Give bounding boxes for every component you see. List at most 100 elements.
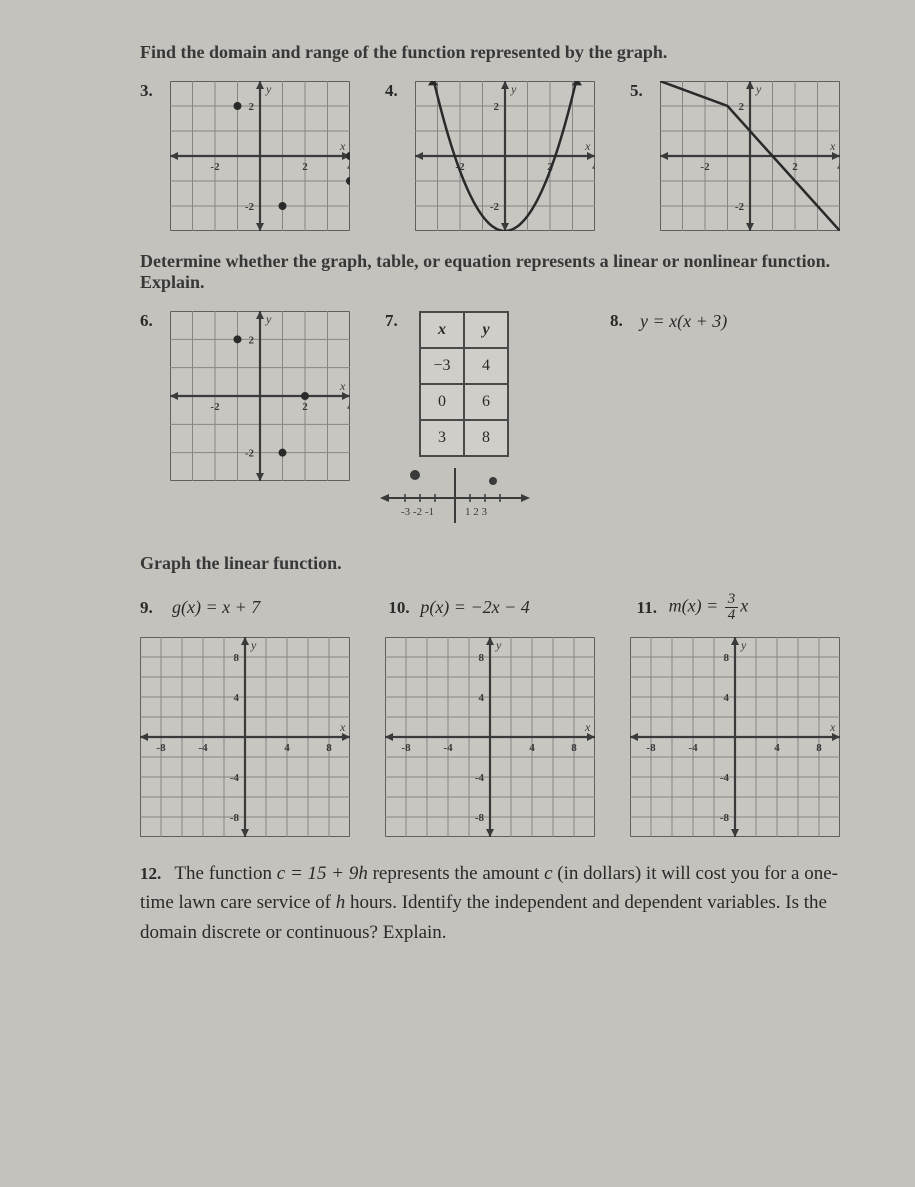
graph-9: -8-44884-4-8xy: [140, 637, 350, 837]
svg-text:x: x: [829, 720, 836, 734]
svg-text:x: x: [339, 139, 346, 153]
eq-part: x: [740, 596, 748, 616]
table-cell: 8: [464, 420, 508, 456]
sketch-numberline: -3 -2 -1 1 2 3: [375, 463, 535, 533]
eq-part: (x + 3): [677, 311, 727, 331]
graph-5: -2 2 4 2 -2 x y: [660, 81, 840, 231]
problem-number: 4.: [385, 81, 407, 101]
svg-text:-8: -8: [156, 742, 166, 754]
problem-6: 6. -2242-2xy: [140, 311, 350, 481]
table-cell: 6: [464, 384, 508, 420]
svg-text:-8: -8: [720, 812, 730, 824]
problem-11: 11. m(x) = 34x: [637, 592, 855, 623]
svg-text:4: 4: [284, 742, 290, 754]
svg-text:-4: -4: [198, 742, 208, 754]
svg-text:-2: -2: [490, 201, 500, 213]
svg-text:8: 8: [479, 652, 485, 664]
instruction-c: Graph the linear function.: [140, 553, 855, 574]
svg-text:8: 8: [724, 652, 730, 664]
svg-text:2: 2: [739, 101, 745, 113]
svg-text:2: 2: [494, 101, 500, 113]
svg-text:y: y: [495, 638, 502, 652]
svg-text:4: 4: [529, 742, 535, 754]
svg-text:4: 4: [774, 742, 780, 754]
svg-text:-3 -2 -1: -3 -2 -1: [401, 506, 434, 518]
text: represents the amount: [373, 863, 544, 884]
problem-number: 9.: [140, 598, 162, 618]
svg-text:y: y: [265, 312, 272, 326]
var: h: [336, 892, 346, 913]
problem-number: 6.: [140, 311, 162, 331]
text: The function: [174, 863, 276, 884]
problem-number: 7.: [385, 311, 407, 331]
svg-text:2: 2: [302, 161, 308, 173]
row-9-10-11-grids: -8-44884-4-8xy -8-44884-4-8xy -8-44884-4…: [140, 637, 855, 837]
graph-10: -8-44884-4-8xy: [385, 637, 595, 837]
row-6-7-8: 6. -2242-2xy 7. xy −34 06 38 -3 -2 -1: [140, 311, 855, 533]
equation-8: y = x(x + 3): [640, 311, 727, 332]
svg-text:-2: -2: [700, 161, 710, 173]
svg-text:y: y: [740, 638, 747, 652]
var: c: [544, 863, 552, 884]
problem-number: 10.: [388, 598, 410, 618]
problem-3: 3. -2242-2xy: [140, 81, 350, 231]
svg-text:y: y: [510, 82, 517, 96]
svg-text:4: 4: [724, 692, 730, 704]
svg-text:y: y: [755, 82, 762, 96]
svg-text:y: y: [265, 82, 272, 96]
svg-text:8: 8: [326, 742, 332, 754]
row-9-10-11-eq: 9. g(x) = x + 7 10. p(x) = −2x − 4 11. m…: [140, 592, 855, 623]
svg-text:4: 4: [837, 161, 840, 173]
svg-text:x: x: [584, 720, 591, 734]
svg-text:2: 2: [792, 161, 798, 173]
svg-text:-2: -2: [245, 201, 255, 213]
svg-text:2: 2: [249, 101, 255, 113]
svg-text:x: x: [829, 139, 836, 153]
frac-num: 3: [725, 592, 739, 608]
table-cell: 3: [420, 420, 464, 456]
instruction-b-text: Determine whether the graph, table, or e…: [140, 251, 830, 292]
svg-text:8: 8: [816, 742, 822, 754]
equation-10: p(x) = −2x − 4: [420, 597, 529, 618]
svg-text:4: 4: [347, 161, 350, 173]
problem-number: 11.: [637, 598, 659, 618]
problem-4: 4. -2242-2xy: [385, 81, 595, 231]
svg-text:2: 2: [302, 401, 308, 413]
svg-text:8: 8: [571, 742, 577, 754]
eq-part: y = x: [640, 311, 677, 331]
equation-12: c = 15 + 9h: [277, 863, 368, 884]
svg-text:x: x: [584, 139, 591, 153]
svg-text:1 2 3: 1 2 3: [465, 506, 488, 518]
svg-text:-2: -2: [735, 201, 745, 213]
svg-text:4: 4: [234, 692, 240, 704]
row-3-4-5: 3. -2242-2xy 4. -2242-2xy 5. -2242-2xy: [140, 81, 855, 231]
graph-11: -8-44884-4-8xy: [630, 637, 840, 837]
problem-number: 5.: [630, 81, 652, 101]
problem-number: 12.: [140, 861, 170, 887]
svg-text:-4: -4: [720, 772, 730, 784]
svg-text:-4: -4: [443, 742, 453, 754]
table-cell: 0: [420, 384, 464, 420]
graph-6: -2242-2xy: [170, 311, 350, 481]
svg-text:-4: -4: [230, 772, 240, 784]
svg-text:-2: -2: [210, 161, 220, 173]
svg-text:x: x: [339, 379, 346, 393]
svg-text:4: 4: [592, 161, 595, 173]
table-7: xy −34 06 38: [419, 311, 509, 457]
equation-11: m(x) = 34x: [669, 592, 749, 623]
instruction-b: Determine whether the graph, table, or e…: [140, 251, 855, 293]
problem-12: 12. The function c = 15 + 9h represents …: [140, 859, 855, 947]
table-cell: −3: [420, 348, 464, 384]
table-cell: 4: [464, 348, 508, 384]
svg-text:y: y: [250, 638, 257, 652]
problem-8: 8. y = x(x + 3): [610, 311, 727, 332]
eq-part: m(x) =: [669, 596, 723, 616]
svg-text:2: 2: [249, 334, 255, 346]
instruction-a: Find the domain and range of the functio…: [140, 42, 855, 63]
problem-9: 9. g(x) = x + 7: [140, 597, 358, 618]
problem-number: 8.: [610, 311, 632, 331]
svg-text:-4: -4: [475, 772, 485, 784]
svg-text:8: 8: [234, 652, 240, 664]
equation-9: g(x) = x + 7: [172, 597, 260, 618]
svg-text:-8: -8: [475, 812, 485, 824]
